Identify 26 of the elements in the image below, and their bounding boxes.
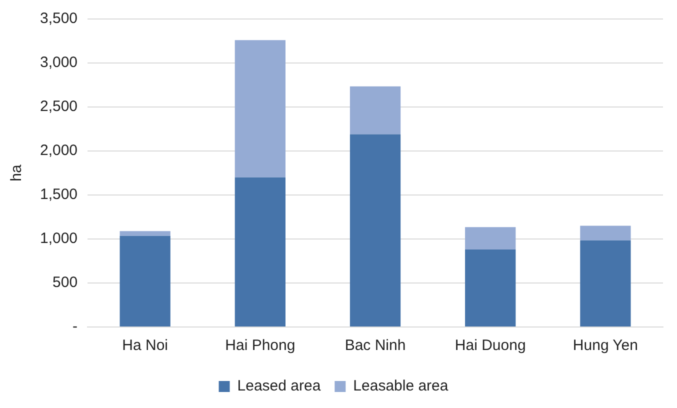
y-tick-label: 2,000 [40,142,78,160]
y-tick-label: 3,000 [40,54,78,72]
legend-label: Leasable area [353,378,449,395]
bar [350,134,401,326]
y-tick-label: 2,500 [40,98,78,116]
bar [580,226,631,240]
y-tick-label: 3,500 [40,10,78,28]
x-tick-label: Hai Phong [225,337,296,354]
bar [350,86,401,134]
bar [234,177,286,326]
y-tick-label: 500 [52,274,78,292]
bar [120,236,170,326]
y-tick-label: 1,000 [40,230,78,248]
bar [465,227,516,250]
x-tick-label: Hung Yen [572,337,638,354]
y-tick-label: 1,500 [40,186,78,204]
y-tick-label: - [72,318,78,336]
y-axis-title: ha [8,164,26,182]
x-tick-label: Hai Duong [454,337,526,354]
legend-label: Leased area [237,378,322,395]
bar [120,231,170,236]
bar [234,40,286,178]
x-tick-label: Ha Noi [122,337,168,354]
bar [465,250,516,326]
x-tick-label: Bac Ninh [344,337,406,354]
bar [580,240,631,326]
